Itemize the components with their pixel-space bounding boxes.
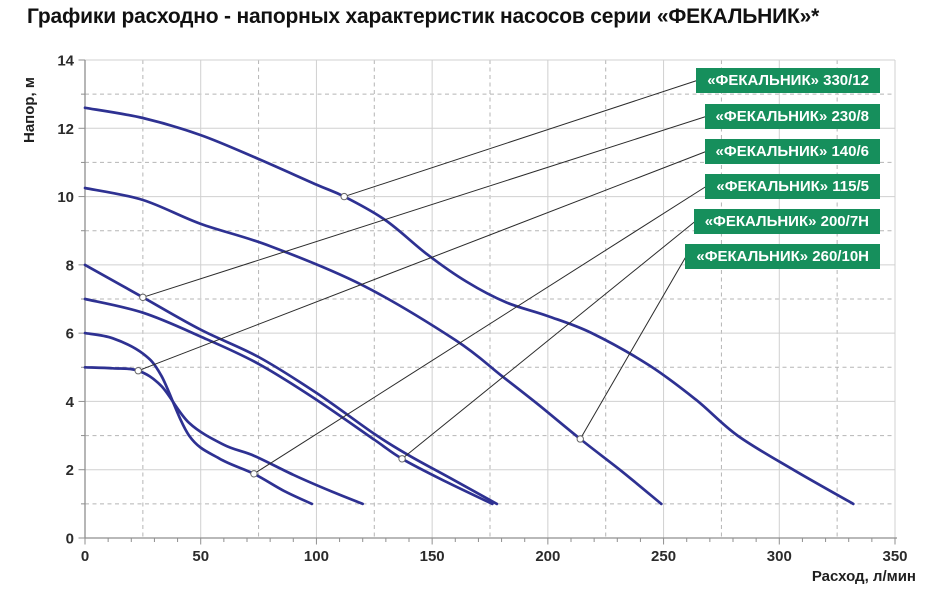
x-tick-label: 300 [767,548,792,565]
pump-curve-3 [83,365,365,506]
curves [83,106,855,506]
legend-badge-3: «ФЕКАЛЬНИК» 140/6 [704,139,880,164]
x-axis-title: Расход, л/мин [812,568,916,585]
curve-anchor-6 [576,435,584,443]
curve-anchor-4 [250,470,258,478]
legend-badge-1: «ФЕКАЛЬНИК» 330/12 [696,68,880,93]
pump-curve-5 [83,297,494,506]
legend-badge-5: «ФЕКАЛЬНИК» 200/7Н [693,209,880,234]
x-tick-label: 250 [651,548,676,565]
legend-badge-4: «ФЕКАЛЬНИК» 115/5 [705,174,880,199]
y-tick-label: 12 [57,121,74,138]
y-tick-label: 4 [66,394,75,411]
leader-line-4 [253,186,707,475]
y-tick-label: 8 [66,257,74,274]
x-tick-label: 100 [304,548,329,565]
leader-line-6 [579,256,687,440]
x-tick-label: 200 [535,548,560,565]
curve-anchors [134,192,584,478]
x-tick-label: 150 [420,548,445,565]
leader-lines [138,80,707,475]
leader-line-3 [138,151,707,372]
leader-line-5 [401,221,696,460]
pump-curve-2 [83,263,499,506]
x-tick-label: 0 [81,548,89,565]
x-tick-label: 50 [192,548,209,565]
y-tick-label: 0 [66,531,74,548]
legend-badge-2: «ФЕКАЛЬНИК» 230/8 [704,104,880,129]
leader-line-1 [344,80,698,198]
axis-labels: 0 50 100 150 200 250 300 350 0 2 4 6 8 10 12 14 Напор, м… [21,53,916,586]
page-title: Графики расходно - напорных характеристи… [27,5,820,28]
pump-curve-6 [83,186,663,506]
y-tick-label: 6 [66,326,74,343]
x-tick-label: 350 [882,548,907,565]
leader-line-2 [142,116,707,298]
y-axis-title: Напор, м [21,77,38,143]
curve-anchor-2 [139,293,147,301]
legend-badge-6: «ФЕКАЛЬНИК» 260/10Н [685,244,880,269]
y-tick-label: 10 [57,189,74,206]
curve-anchor-5 [398,455,406,463]
y-tick-label: 2 [66,462,74,479]
curve-anchor-3 [134,367,142,375]
axes [78,59,897,545]
pump-curve-4 [83,331,314,506]
pump-curve-1 [83,106,855,506]
y-tick-label: 14 [57,53,74,70]
grid [85,59,896,538]
curve-anchor-1 [340,192,348,201]
